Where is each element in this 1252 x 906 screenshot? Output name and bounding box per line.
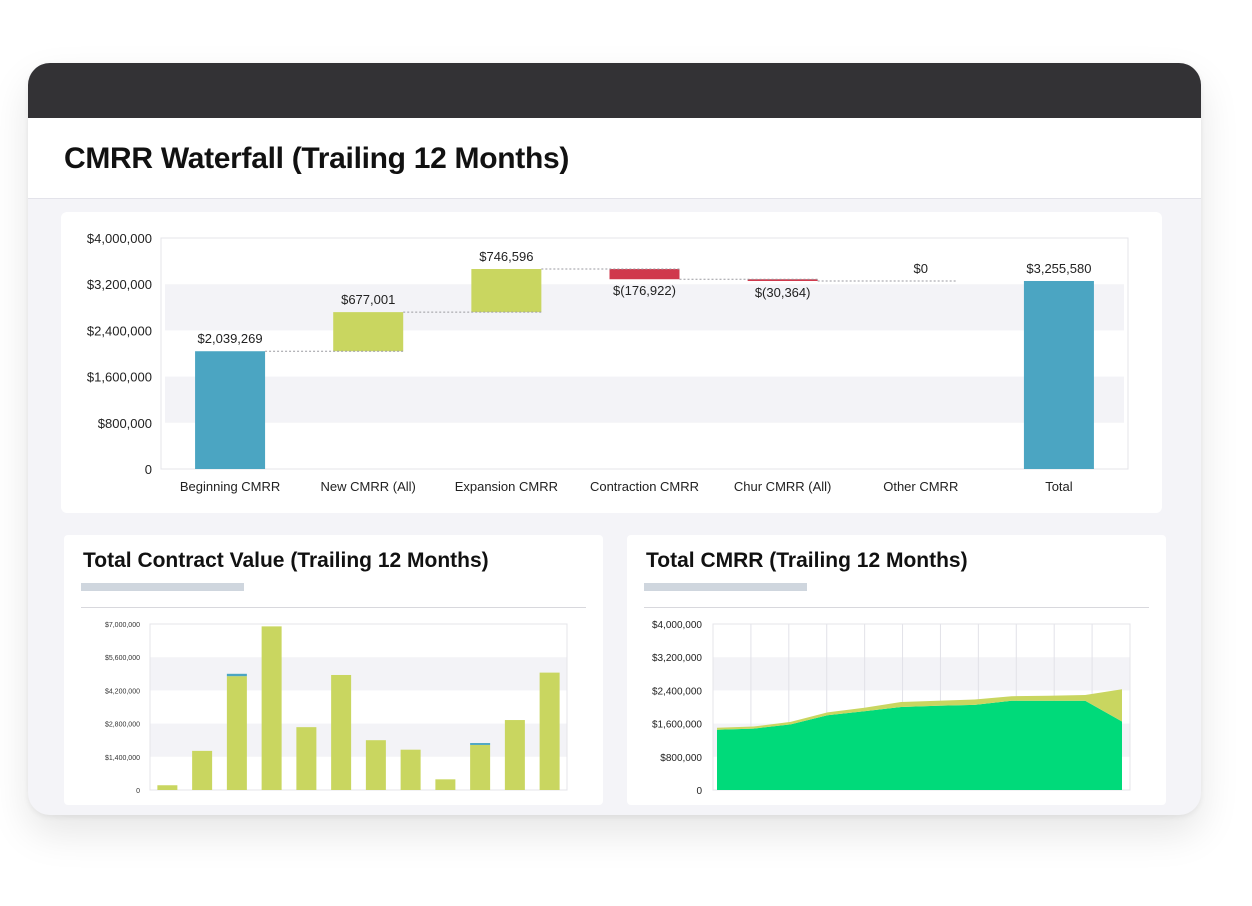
y-tick-label: $5,600,000: [105, 655, 140, 662]
waterfall-chart: 0 $800,000 $1,600,000 $2,400,000 $3,200,000 $…: [87, 231, 1129, 494]
tcv-bar: [296, 727, 317, 790]
plot-frame: [160, 237, 1129, 470]
data-label: $(176,922): [613, 283, 676, 298]
y-tick-label: 0: [145, 462, 152, 477]
tcv-bar: [470, 744, 491, 790]
y-tick-label: $2,400,000: [87, 323, 152, 338]
waterfall-bar: [333, 312, 404, 352]
x-tick-label: Expansion CMRR: [455, 479, 558, 494]
tcv-bar: [400, 749, 421, 790]
grid-band: [150, 723, 567, 757]
data-label: $677,001: [341, 292, 395, 307]
title-bar: [28, 63, 1201, 118]
cmrr-divider: [644, 607, 1149, 608]
x-tick-label: Chur CMRR (All): [734, 479, 832, 494]
tcv-title-placeholder: [81, 583, 244, 591]
waterfall-bar: [609, 269, 680, 280]
data-label: $0: [914, 261, 928, 276]
waterfall-bar: [1023, 280, 1094, 469]
x-tick-label: Contraction CMRR: [590, 479, 699, 494]
y-tick-label: $7,000,000: [105, 622, 140, 629]
y-tick-label: 0: [136, 788, 140, 795]
y-tick-label: $4,200,000: [105, 688, 140, 695]
data-label: $3,255,580: [1026, 261, 1091, 276]
tcv-bar: [226, 673, 247, 677]
page-title: CMRR Waterfall (Trailing 12 Months): [64, 142, 570, 175]
cmrr-card: Total CMRR (Trailing 12 Months) 0 $800,00…: [627, 535, 1166, 805]
plot-frame: [149, 623, 568, 791]
cmrr-area-series-2: [717, 689, 1122, 730]
tcv-bar: [470, 743, 491, 745]
tcv-card: Total Contract Value (Trailing 12 Months…: [64, 535, 603, 805]
cmrr-title-placeholder: [644, 583, 807, 591]
x-tick-label: Total: [1045, 479, 1073, 494]
y-tick-label: $1,400,000: [105, 755, 140, 762]
y-tick-label: $4,000,000: [87, 231, 152, 246]
grid-band: [165, 284, 1124, 331]
tcv-bar: [504, 720, 525, 790]
grid-band: [150, 657, 567, 691]
tcv-chart: 0 $1,400,000 $2,800,000 $4,200,000 $5,600,00…: [105, 622, 568, 795]
grid-band: [165, 376, 1124, 423]
waterfall-bar: [195, 351, 266, 469]
data-label: $746,596: [479, 249, 533, 264]
y-tick-label: $800,000: [98, 416, 152, 431]
tcv-divider: [81, 607, 586, 608]
x-tick-label: Beginning CMRR: [180, 479, 280, 494]
y-tick-label: $800,000: [660, 753, 702, 764]
waterfall-card: 0 $800,000 $1,600,000 $2,400,000 $3,200,000 $…: [61, 212, 1162, 513]
tcv-bar: [261, 626, 282, 790]
tcv-bar: [435, 779, 456, 790]
tcv-bar: [192, 750, 213, 790]
y-tick-label: $2,400,000: [652, 686, 702, 697]
data-label: $2,039,269: [198, 331, 263, 346]
y-tick-label: 0: [696, 786, 702, 797]
y-tick-label: $4,000,000: [652, 620, 702, 631]
y-tick-label: $1,600,000: [652, 720, 702, 731]
grid-band: [713, 657, 1130, 691]
x-tick-label: New CMRR (All): [321, 479, 416, 494]
cmrr-area-series-1: [717, 700, 1122, 790]
tcv-bar: [331, 674, 352, 790]
y-tick-label: $3,200,000: [652, 653, 702, 664]
y-tick-label: $2,800,000: [105, 722, 140, 729]
dashboard-window: CMRR Waterfall (Trailing 12 Months) 0 $80…: [28, 63, 1201, 815]
cmrr-title: Total CMRR (Trailing 12 Months): [646, 549, 968, 572]
waterfall-bar: [471, 269, 542, 313]
page-header: CMRR Waterfall (Trailing 12 Months): [28, 118, 1201, 199]
y-tick-label: $3,200,000: [87, 277, 152, 292]
y-tick-label: $1,600,000: [87, 370, 152, 385]
tcv-bar: [365, 740, 386, 790]
x-tick-label: Other CMRR: [883, 479, 958, 494]
cmrr-chart: 0 $800,000 $1,600,000 $2,400,000 $3,200,000 $…: [652, 620, 1131, 797]
tcv-bar: [157, 785, 178, 790]
tcv-bar: [226, 676, 247, 790]
data-label: $(30,364): [755, 285, 811, 300]
tcv-title: Total Contract Value (Trailing 12 Months…: [83, 549, 489, 572]
waterfall-bar: [747, 279, 818, 281]
tcv-bar: [539, 672, 560, 790]
